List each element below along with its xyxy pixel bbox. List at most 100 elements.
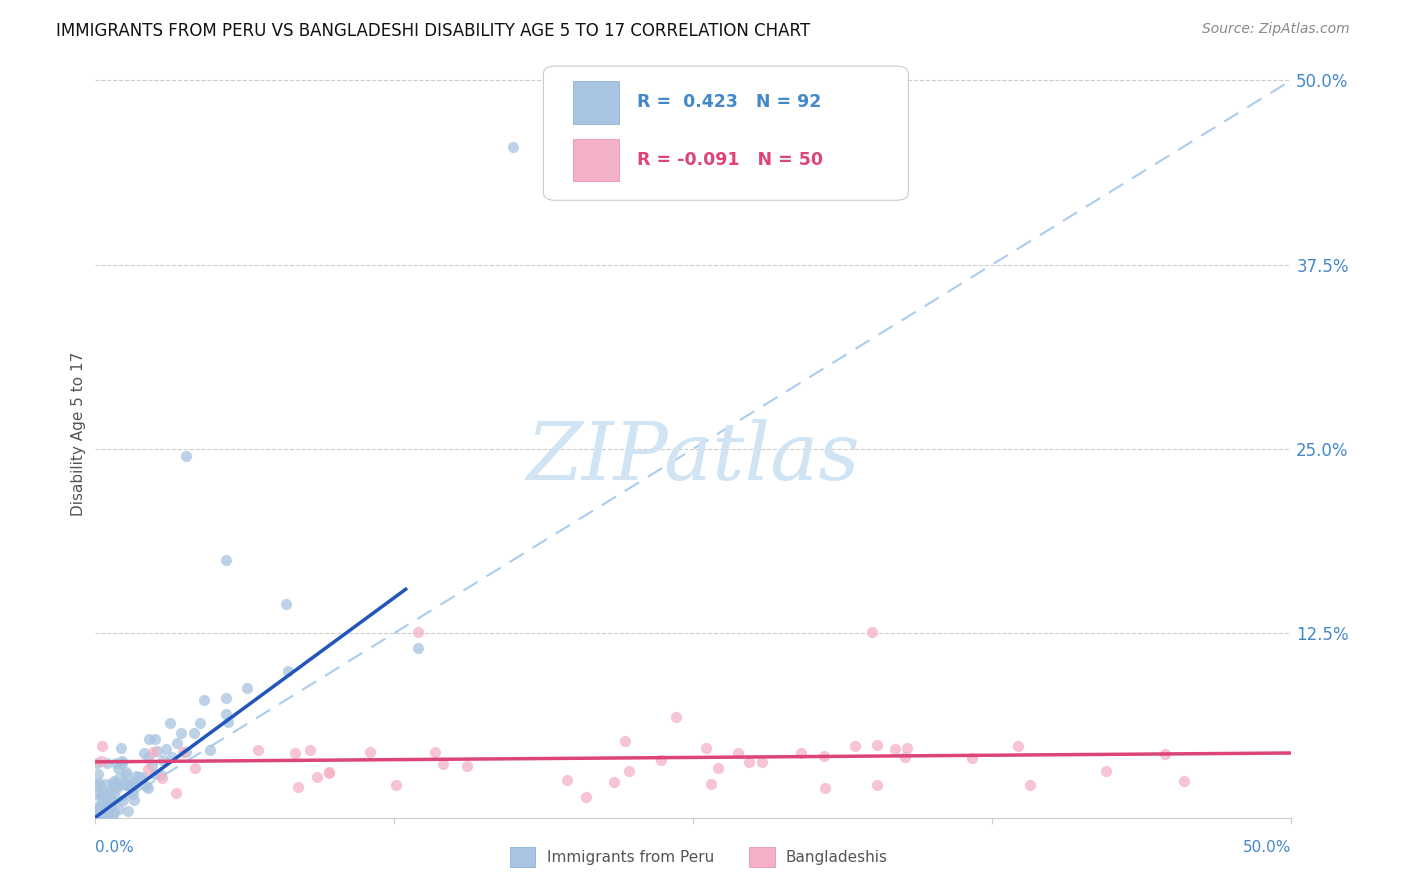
Point bbox=[136, 750, 159, 764]
Point bbox=[152, 753, 174, 767]
Point bbox=[751, 755, 773, 769]
Point bbox=[160, 750, 183, 764]
Point bbox=[502, 139, 524, 153]
Point bbox=[384, 778, 406, 792]
FancyBboxPatch shape bbox=[574, 139, 619, 181]
Point bbox=[110, 741, 132, 756]
Point bbox=[111, 755, 134, 769]
Point bbox=[124, 780, 146, 794]
Y-axis label: Disability Age 5 to 17: Disability Age 5 to 17 bbox=[72, 352, 86, 516]
Point bbox=[165, 786, 187, 800]
Point bbox=[100, 784, 122, 798]
Point bbox=[138, 732, 160, 747]
Point bbox=[115, 764, 138, 779]
Point bbox=[432, 756, 454, 771]
Text: ZIPatlas: ZIPatlas bbox=[526, 418, 859, 496]
Point bbox=[318, 766, 340, 780]
Text: Source: ZipAtlas.com: Source: ZipAtlas.com bbox=[1202, 22, 1350, 37]
Point bbox=[894, 750, 917, 764]
Text: R = -0.091   N = 50: R = -0.091 N = 50 bbox=[637, 151, 823, 169]
Point bbox=[114, 778, 136, 792]
Point bbox=[555, 772, 578, 787]
Point bbox=[406, 625, 429, 640]
Point bbox=[135, 780, 157, 794]
Point bbox=[90, 755, 112, 769]
Point bbox=[98, 787, 121, 801]
Point bbox=[86, 756, 108, 770]
Point bbox=[183, 726, 205, 740]
Point bbox=[700, 777, 723, 791]
Point bbox=[274, 597, 297, 611]
Point bbox=[695, 741, 717, 756]
Point bbox=[406, 641, 429, 656]
Point bbox=[159, 716, 181, 731]
Point bbox=[125, 769, 148, 783]
Point bbox=[141, 758, 163, 772]
Point bbox=[198, 742, 221, 756]
Point bbox=[108, 771, 131, 785]
Point bbox=[359, 745, 381, 759]
Point bbox=[650, 753, 672, 767]
Point bbox=[962, 751, 984, 765]
Point bbox=[124, 793, 146, 807]
Point bbox=[425, 745, 447, 759]
Point bbox=[614, 734, 637, 748]
Point bbox=[112, 793, 135, 807]
Point bbox=[93, 791, 115, 805]
Point bbox=[155, 742, 177, 756]
Point bbox=[121, 787, 143, 801]
Point bbox=[142, 745, 165, 759]
Point bbox=[287, 780, 309, 794]
Point bbox=[103, 774, 125, 789]
Point bbox=[97, 795, 120, 809]
Point bbox=[896, 740, 918, 755]
Point bbox=[114, 768, 136, 782]
Point bbox=[789, 746, 811, 760]
Point bbox=[172, 745, 194, 759]
Point bbox=[86, 809, 108, 823]
FancyBboxPatch shape bbox=[543, 66, 908, 201]
Point bbox=[277, 665, 299, 679]
Point bbox=[727, 746, 749, 760]
Point bbox=[86, 767, 108, 781]
Text: Immigrants from Peru: Immigrants from Peru bbox=[547, 850, 714, 864]
Point bbox=[215, 707, 238, 722]
Point bbox=[665, 710, 688, 724]
Point bbox=[124, 776, 146, 790]
Point bbox=[87, 799, 110, 814]
Point bbox=[104, 756, 127, 771]
Point bbox=[86, 788, 108, 802]
Point bbox=[89, 809, 111, 823]
Point bbox=[1173, 774, 1195, 789]
Point bbox=[174, 450, 197, 464]
Point bbox=[1154, 747, 1177, 762]
Point bbox=[86, 777, 108, 791]
Point bbox=[111, 756, 134, 770]
Point bbox=[862, 625, 884, 640]
Text: IMMIGRANTS FROM PERU VS BANGLADESHI DISABILITY AGE 5 TO 17 CORRELATION CHART: IMMIGRANTS FROM PERU VS BANGLADESHI DISA… bbox=[56, 22, 810, 40]
Point bbox=[117, 778, 139, 792]
Point bbox=[298, 743, 321, 757]
Point bbox=[101, 776, 124, 790]
Point bbox=[86, 805, 108, 819]
Point bbox=[307, 770, 329, 784]
Text: 0.0%: 0.0% bbox=[94, 840, 134, 855]
Point bbox=[456, 758, 478, 772]
Point bbox=[184, 761, 207, 775]
Point bbox=[217, 715, 239, 730]
Point bbox=[100, 793, 122, 807]
Point bbox=[215, 552, 238, 566]
Point bbox=[146, 744, 169, 758]
Point bbox=[318, 765, 340, 780]
Point bbox=[94, 796, 117, 810]
Text: R =  0.423   N = 92: R = 0.423 N = 92 bbox=[637, 94, 821, 112]
Point bbox=[112, 776, 135, 790]
Point bbox=[813, 781, 835, 796]
Point bbox=[103, 805, 125, 819]
Point bbox=[602, 775, 624, 789]
Point bbox=[122, 775, 145, 789]
Point bbox=[132, 771, 155, 785]
Point bbox=[844, 739, 866, 753]
Point bbox=[96, 777, 118, 791]
Point bbox=[150, 768, 173, 782]
